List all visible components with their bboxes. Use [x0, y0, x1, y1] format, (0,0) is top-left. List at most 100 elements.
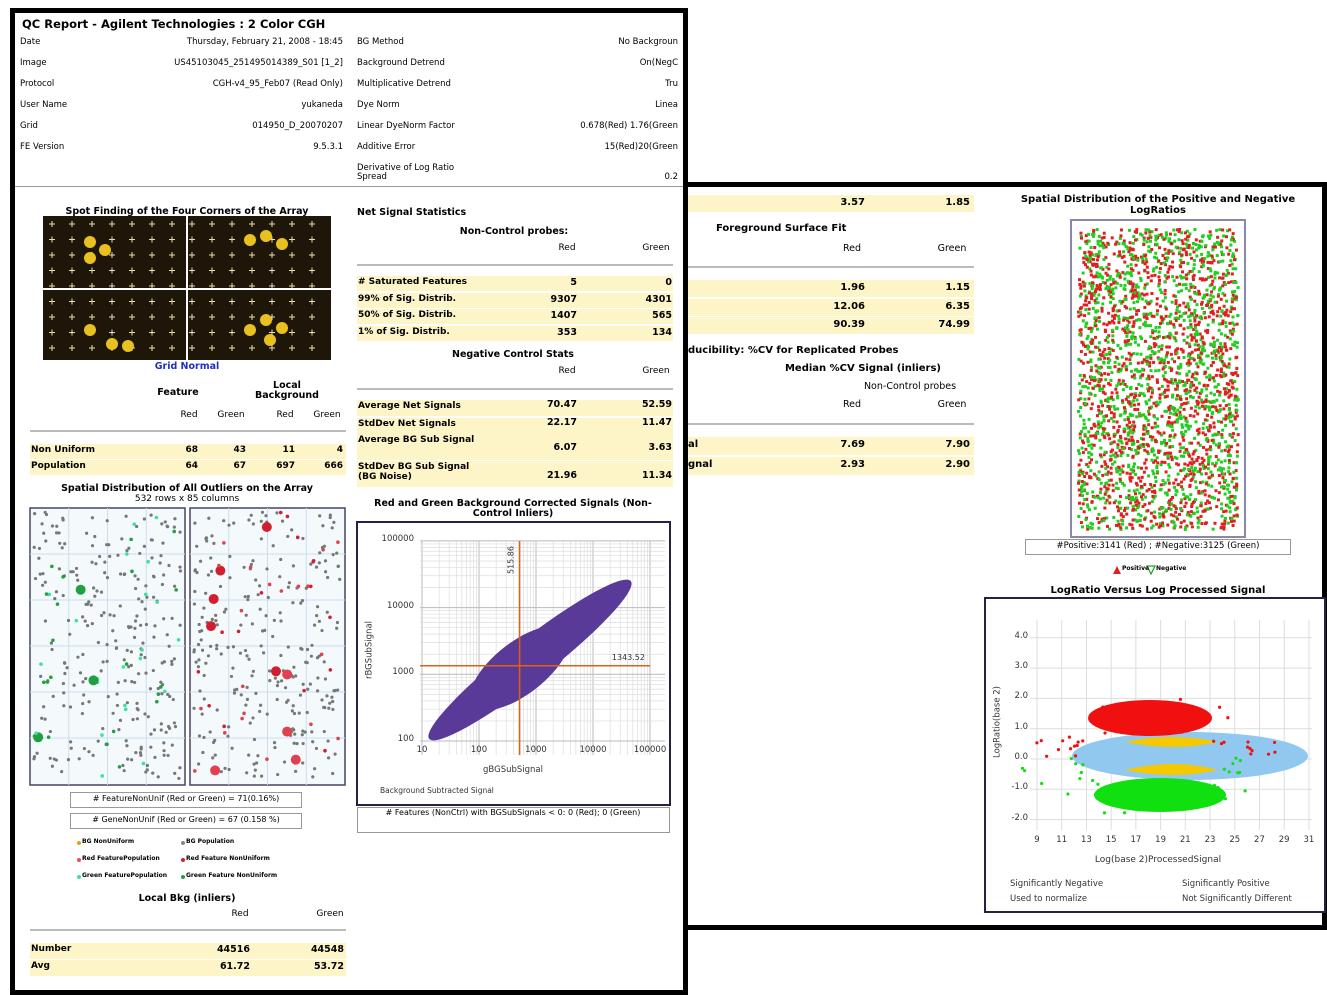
scatter-dot [1040, 782, 1043, 785]
ratio-dot [1133, 320, 1136, 323]
outlier-dot [81, 712, 84, 715]
ratio-dot [1147, 313, 1150, 316]
scatter-dot [1186, 786, 1189, 789]
outlier-dot [223, 610, 226, 613]
ratio-dot [1187, 306, 1190, 309]
ratio-dot [1113, 305, 1116, 308]
ratio-dot [1218, 260, 1221, 263]
ratio-dot [1144, 283, 1147, 286]
ratio-dot [1228, 249, 1231, 252]
ratio-dot [1142, 260, 1145, 263]
cell: 3.63 [649, 443, 672, 453]
ratio-dot [1147, 228, 1150, 231]
outlier-dot [273, 741, 276, 744]
ratio-dot [1166, 524, 1169, 527]
ratio-dot [1197, 247, 1200, 250]
x-tick-label: 9 [1034, 836, 1039, 845]
cell: 68 [185, 446, 198, 456]
ratio-dot [1078, 278, 1081, 281]
ratio-dot [1183, 389, 1186, 392]
ratio-dot [1213, 301, 1216, 304]
ratio-dot [1215, 374, 1218, 377]
outlier-dot [62, 594, 65, 597]
ratio-dot [1105, 482, 1108, 485]
outlier-dot [159, 561, 162, 564]
ratio-dot [1080, 237, 1083, 240]
scatter-dot [1136, 785, 1139, 788]
ratio-dot [1194, 343, 1197, 346]
ratio-dot [1145, 458, 1148, 461]
ratio-dot [1199, 468, 1202, 471]
ratio-dot [1180, 315, 1183, 318]
ratio-dot [1089, 435, 1092, 438]
outlier-dot [265, 567, 268, 570]
ratio-dot [1109, 379, 1112, 382]
ratio-dot [1214, 271, 1217, 274]
ratio-dot [1221, 260, 1224, 263]
outlier-dot [214, 619, 217, 622]
legend-label: Background Subtracted Signal [380, 787, 494, 795]
ratio-dot [1168, 416, 1171, 419]
outlier-dot [103, 571, 106, 574]
ratio-dot [1160, 461, 1163, 464]
outlier-dot [42, 680, 46, 684]
ratio-dot [1135, 520, 1138, 523]
ratio-dot [1079, 390, 1082, 393]
ratio-dot [1128, 358, 1131, 361]
ratio-dot [1101, 277, 1104, 280]
ratio-dot [1134, 295, 1137, 298]
ratio-dot [1122, 465, 1125, 468]
ratio-dot [1155, 326, 1158, 329]
ratio-dot [1090, 453, 1093, 456]
outlier-dot [246, 698, 249, 701]
ratio-dot [1228, 408, 1231, 411]
scatter-dot [1246, 740, 1249, 743]
ratio-dot [1193, 300, 1196, 303]
column-group: Local Background [247, 381, 327, 402]
outlier-dot [173, 657, 176, 660]
outlier-dot [324, 677, 327, 680]
ratio-dot [1188, 270, 1191, 273]
ratio-dot [1185, 402, 1188, 405]
outlier-dot [216, 708, 219, 711]
ratio-dot [1090, 270, 1093, 273]
outlier-dot [295, 742, 298, 745]
ratio-dot [1225, 415, 1228, 418]
ratio-dot [1220, 461, 1223, 464]
cell: 2.93 [840, 459, 865, 470]
outlier-dot [163, 690, 167, 694]
ratio-dot [1224, 479, 1227, 482]
scatter-dot [1021, 767, 1024, 770]
ratio-dot [1083, 510, 1086, 513]
ratio-dot [1180, 277, 1183, 280]
ratio-dot [1079, 415, 1082, 418]
ratio-dot [1219, 374, 1222, 377]
ratio-dot [1102, 246, 1105, 249]
ratio-dot [1205, 453, 1208, 456]
ratio-dot [1084, 402, 1087, 405]
outlier-dot [315, 565, 318, 568]
outlier-dot [311, 560, 315, 564]
ratio-dot [1225, 404, 1228, 407]
ratio-dot [1177, 317, 1180, 320]
outlier-dot [126, 758, 129, 761]
caption: #Positive:3141 (Red) ; #Negative:3125 (G… [1057, 542, 1260, 551]
ratio-dot [1104, 451, 1107, 454]
ratio-dot [1151, 495, 1154, 498]
ratio-dot [1159, 288, 1162, 291]
ratio-dot [1169, 412, 1172, 415]
ratio-dot [1214, 489, 1217, 492]
ratio-dot [1077, 515, 1080, 518]
ratio-dot [1179, 450, 1182, 453]
ratio-dot [1141, 298, 1144, 301]
ratio-dot [1109, 366, 1112, 369]
ratio-dot [1091, 387, 1094, 390]
ratio-dot [1097, 527, 1100, 530]
ratio-dot [1221, 345, 1224, 348]
scatter-dot [1078, 777, 1081, 780]
ratio-dot [1151, 388, 1154, 391]
outlier-dot [86, 624, 89, 627]
ratio-dot [1155, 523, 1158, 526]
outlier-dot [300, 648, 303, 651]
ratio-dot [1192, 453, 1195, 456]
